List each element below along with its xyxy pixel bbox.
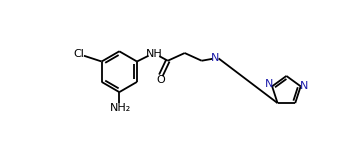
Text: NH: NH xyxy=(146,49,162,59)
Text: N: N xyxy=(300,81,309,91)
Text: Cl: Cl xyxy=(74,49,85,59)
Text: N: N xyxy=(211,53,220,63)
Text: O: O xyxy=(156,75,165,85)
Text: NH₂: NH₂ xyxy=(110,103,131,112)
Text: N: N xyxy=(265,79,273,89)
